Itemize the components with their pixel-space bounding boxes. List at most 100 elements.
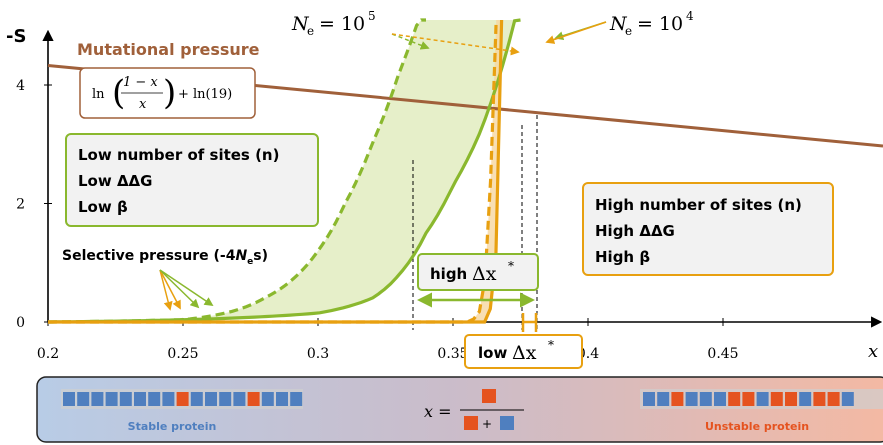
x-tick-label: 0.45	[707, 346, 738, 362]
residue-unstable	[770, 392, 783, 406]
residue-stable	[657, 392, 670, 406]
y-tick-label: 0	[16, 315, 25, 331]
unstable-sequence	[643, 392, 854, 406]
svg-text:N: N	[291, 13, 310, 35]
residue-stable	[190, 392, 203, 406]
residue-stable	[799, 392, 812, 406]
x-fraction: x = +	[424, 389, 524, 431]
left-box-line-3: Low β	[78, 198, 128, 216]
unstable-protein-label: Unstable protein	[705, 420, 809, 433]
x-tick-label: 0.3	[307, 346, 329, 362]
residue-stable	[219, 392, 232, 406]
svg-text:N: N	[609, 13, 628, 35]
residue-stable	[205, 392, 217, 406]
svg-text:+: +	[482, 417, 492, 431]
svg-text:*: *	[548, 338, 554, 352]
fraction-numerator-square	[482, 389, 496, 403]
residue-stable	[699, 392, 712, 406]
residue-stable	[756, 392, 769, 406]
mutational-pressure-label: Mutational pressure	[77, 40, 260, 59]
residue-stable	[643, 392, 655, 406]
svg-text:Δx: Δx	[512, 342, 537, 364]
shaded-region	[48, 20, 521, 322]
svg-text:Selective pressure (-4Nes): Selective pressure (-4Nes)	[62, 248, 268, 267]
residue-unstable	[247, 392, 260, 406]
low-delta-x-box	[464, 334, 583, 369]
selective-arrow-1	[159, 269, 173, 311]
residue-stable	[162, 392, 175, 406]
y-axis-label: -S	[6, 26, 26, 47]
high-delta-x-box	[417, 253, 539, 291]
svg-text:ln: ln	[92, 87, 105, 102]
left-info-box	[65, 133, 319, 227]
residue-stable	[63, 392, 75, 406]
residue-unstable	[671, 392, 684, 406]
right-box-line-3: High β	[595, 248, 650, 266]
right-box-line-1: High number of sites (n)	[595, 196, 802, 214]
ne-1e4-label: N e = 10 4	[609, 9, 694, 38]
ne5-arrow-orange	[391, 33, 520, 56]
right-info-box	[582, 182, 834, 276]
residue-stable	[841, 392, 854, 406]
low-delta-x-label: low Δx *	[478, 338, 554, 364]
residue-stable	[276, 392, 288, 406]
high-delta-x-label: high Δx *	[430, 259, 514, 285]
svg-text:x: x	[139, 97, 147, 112]
stable-sequence	[63, 392, 303, 406]
svg-text:(: (	[112, 73, 125, 113]
residue-unstable	[813, 392, 826, 406]
svg-text:e: e	[307, 24, 314, 38]
svg-text:low: low	[478, 344, 507, 362]
right-box-line-2: High ΔΔG	[595, 222, 675, 240]
ne4-arrow-orange	[545, 21, 607, 44]
svg-text:e: e	[625, 24, 632, 38]
y-tick-label: 4	[16, 78, 25, 94]
residue-unstable	[742, 392, 755, 406]
svg-text:): )	[163, 73, 176, 113]
y-tick-label: 2	[16, 197, 25, 213]
residue-stable	[290, 392, 303, 406]
fraction-denominator-blue	[500, 416, 514, 430]
x-ticks: 0.2 0.25 0.3 0.35 0.4 0.45	[37, 318, 739, 362]
stable-protein-label: Stable protein	[128, 420, 217, 433]
svg-text:4: 4	[686, 9, 694, 23]
selective-arrow-4	[159, 269, 214, 307]
x-axis-label: x	[868, 341, 878, 362]
svg-text:x =: x =	[424, 402, 452, 421]
svg-text:= 10: = 10	[319, 13, 365, 35]
residue-stable	[685, 392, 698, 406]
left-box-line-1: Low number of sites (n)	[78, 146, 279, 164]
residue-stable	[119, 392, 132, 406]
x-tick-label: 0.25	[167, 346, 198, 362]
residue-stable	[77, 392, 90, 406]
residue-stable	[261, 392, 274, 406]
residue-unstable	[785, 392, 797, 406]
residue-stable	[233, 392, 246, 406]
residue-unstable	[728, 392, 741, 406]
svg-text:+ ln(19): + ln(19)	[178, 87, 232, 102]
curve-4	[48, 19, 504, 324]
selective-pressure-label: Selective pressure (-4Nes)	[62, 248, 268, 267]
formula-box	[79, 67, 256, 119]
svg-text:5: 5	[368, 9, 376, 23]
x-tick-label: 0.35	[437, 346, 468, 362]
selective-arrow-2	[159, 269, 181, 310]
residue-stable	[105, 392, 118, 406]
y-ticks: 0 2 4	[16, 78, 52, 331]
x-tick-label: 0.2	[37, 346, 59, 362]
left-box-line-2: Low ΔΔG	[78, 172, 152, 190]
residue-unstable	[176, 392, 189, 406]
residue-stable	[91, 392, 104, 406]
residue-stable	[134, 392, 146, 406]
fraction-denominator-red	[464, 416, 478, 430]
svg-text:= 10: = 10	[637, 13, 683, 35]
ne-1e5-label: N e = 10 5	[291, 9, 376, 38]
residue-stable	[148, 392, 161, 406]
selective-arrow-3	[159, 269, 200, 309]
formula: ln ( 1 − x x ) + ln(19)	[92, 73, 232, 113]
residue-stable	[714, 392, 726, 406]
svg-text:high: high	[430, 265, 467, 283]
svg-text:Δx: Δx	[472, 263, 497, 285]
svg-text:*: *	[508, 259, 514, 273]
